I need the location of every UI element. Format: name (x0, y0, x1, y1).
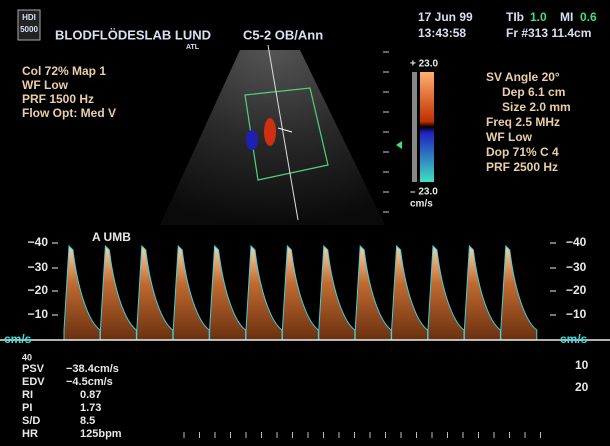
cycle (392, 246, 428, 340)
tick-label: −30 (28, 260, 49, 274)
maker: ATL (186, 44, 200, 51)
cycle (355, 246, 391, 340)
scale-top: + 23.0 (410, 59, 439, 70)
measurements: PSV −38.4cm/s EDV −4.5cm/s RI 0.87 PI 1.73 S/D 8.… (22, 363, 122, 440)
meas-value: 125bpm (80, 428, 122, 440)
param: Freq 2.5 MHz (486, 115, 560, 129)
param: Dep 6.1 cm (502, 85, 565, 99)
mi-value: 0.6 (580, 10, 597, 24)
cycle (137, 246, 173, 340)
meas-value: −38.4cm/s (66, 363, 119, 375)
cycle (464, 246, 500, 340)
tick-label: −40 (28, 235, 49, 249)
below-right: 10 (575, 358, 589, 372)
tib-label: TIb (506, 10, 524, 24)
meas-value: 1.73 (80, 402, 101, 414)
probe: C5-2 OB/Ann (243, 27, 323, 42)
param: Size 2.0 mm (502, 100, 571, 114)
depth-ticks (383, 52, 389, 212)
marker (396, 141, 402, 149)
param: SV Angle 20° (486, 70, 560, 84)
page: HDI 5000 BLODFLÖDESLAB LUND C5-2 OB/Ann … (0, 0, 610, 446)
tib-value: 1.0 (530, 10, 547, 24)
ultrasound-screen: HDI 5000 BLODFLÖDESLAB LUND C5-2 OB/Ann … (0, 0, 610, 446)
color-flow (264, 118, 276, 146)
below-left: 40 (22, 352, 32, 362)
meas-label: EDV (22, 376, 45, 388)
cycle (282, 246, 318, 340)
cycle (319, 246, 355, 340)
scale-bottom: – 23.0 (410, 187, 438, 198)
color-flow (246, 130, 258, 150)
meas-label: S/D (22, 415, 40, 427)
meas-label: HR (22, 428, 38, 440)
frame: Fr #313 11.4cm (506, 26, 591, 40)
gray-bar (412, 72, 417, 182)
tick-label: −20 (28, 283, 49, 297)
tick-label: −40 (566, 235, 587, 249)
tick-label: −10 (566, 307, 587, 321)
cycle (210, 246, 246, 340)
cycle (64, 246, 100, 340)
color-bar (420, 72, 434, 182)
below-right: 20 (575, 380, 589, 394)
scale-unit: cm/s (410, 199, 433, 210)
cycle (100, 246, 136, 340)
param: WF Low (486, 130, 533, 144)
param: PRF 1500 Hz (22, 92, 94, 106)
param: Col 72% Map 1 (22, 64, 106, 78)
mi-label: MI (560, 10, 573, 24)
cycle (173, 246, 209, 340)
param: PRF 2500 Hz (486, 160, 558, 174)
time-ticks (184, 432, 541, 438)
spectral-waveform (64, 246, 537, 340)
meas-label: RI (22, 389, 33, 401)
param: WF Low (22, 78, 69, 92)
tick-label: −20 (566, 283, 587, 297)
meas-value: 0.87 (80, 389, 101, 401)
spectrum-label: A UMB (92, 230, 131, 244)
cycle (246, 246, 282, 340)
param: Dop 71% C 4 (486, 145, 559, 159)
logo: HDI (22, 13, 36, 22)
meas-label: PI (22, 402, 32, 414)
cycle (501, 246, 537, 340)
tick-label: −30 (566, 260, 587, 274)
meas-value: 8.5 (80, 415, 95, 427)
tick-label: −10 (28, 307, 49, 321)
unit-left: cm/s (4, 332, 32, 346)
meas-value: −4.5cm/s (66, 376, 113, 388)
facility: BLODFLÖDESLAB LUND (55, 27, 211, 42)
param: Flow Opt: Med V (22, 106, 116, 120)
cycle (428, 246, 464, 340)
meas-label: PSV (22, 363, 45, 375)
time: 13:43:58 (418, 26, 466, 40)
date: 17 Jun 99 (418, 10, 473, 24)
unit-right: cm/s (560, 332, 588, 346)
logo: 5000 (20, 25, 38, 34)
